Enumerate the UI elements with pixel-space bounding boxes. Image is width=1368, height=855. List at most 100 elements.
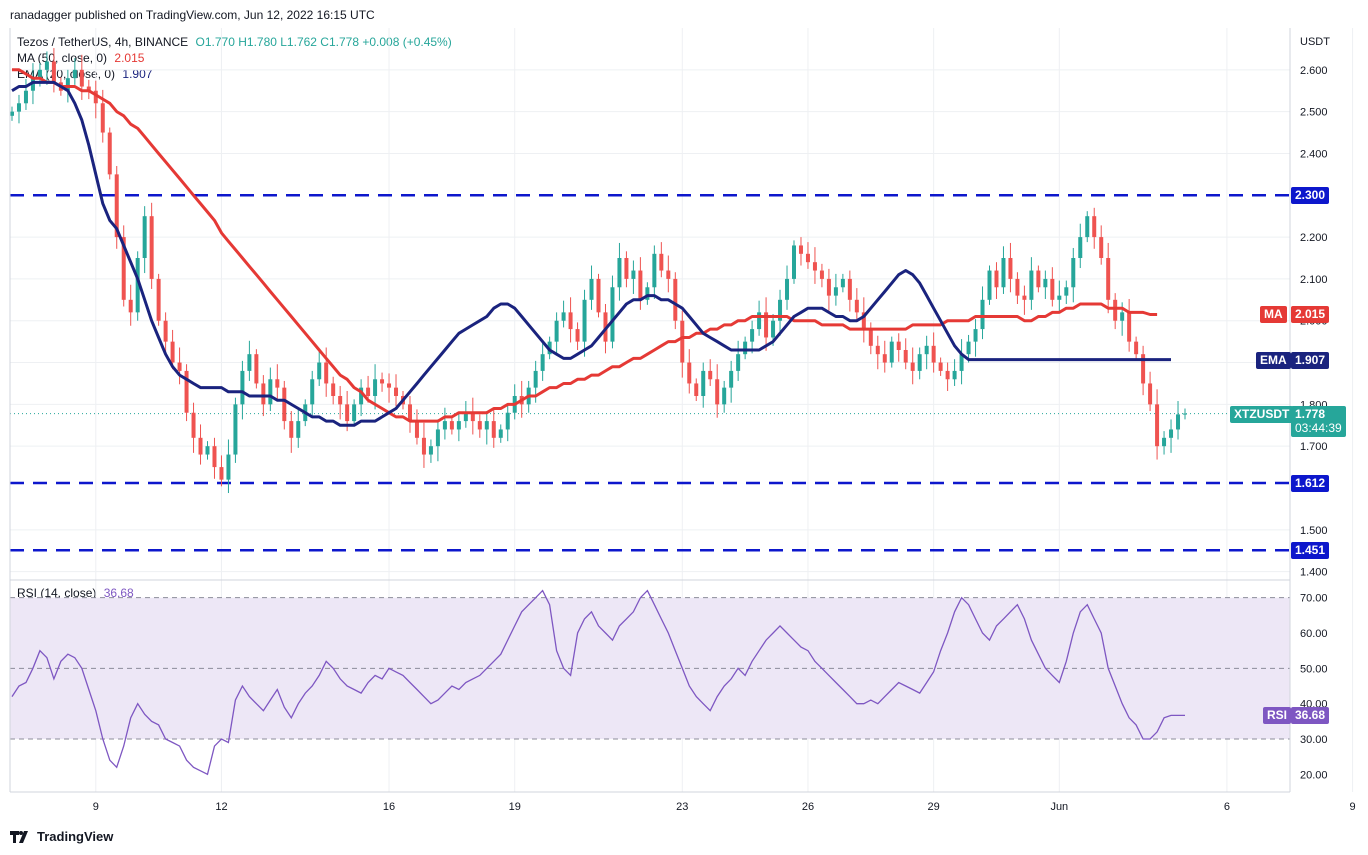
publisher-line: ranadagger published on TradingView.com,… [10,8,375,22]
time-tick-label: 23 [676,801,688,813]
candle-body [296,421,301,438]
legend-ma-row[interactable]: MA (50, close, 0) 2.015 [17,50,452,66]
candle-body [701,370,706,396]
candle-body [854,299,859,313]
price-tick-label: 1.700 [1300,441,1328,453]
candle-body [631,270,636,279]
candle-body [407,404,412,422]
candle-body [694,383,699,396]
candle-body [114,174,119,238]
candle-body [575,329,580,342]
time-tick-label: 12 [215,801,227,813]
candle-body [980,299,985,330]
candle-body [463,412,468,422]
time-tick-label: Jun [1050,801,1068,813]
candle-body [1092,216,1097,238]
candle-body [666,270,671,279]
candle-body [435,429,440,447]
candle-body [107,132,112,175]
tradingview-footer[interactable]: TradingView [10,829,113,844]
candle-body [903,350,908,363]
candle-body [743,341,748,355]
candle-body [889,341,894,363]
moving-averages [11,68,1171,427]
candle-body [1127,312,1132,342]
price-tick-label: 2.100 [1300,274,1328,286]
candle-body [1155,404,1160,447]
time-tick-label: 26 [802,801,814,813]
candle-body [757,312,762,330]
candle-body [491,421,496,438]
candle-body [317,362,322,380]
candle-body [10,111,14,116]
legend-ema-value: 1.907 [122,67,153,81]
ema-name-tag: EMA [1256,351,1291,369]
candle-body [868,329,873,346]
candle-body [540,354,545,371]
candle-body [771,320,776,338]
candle-body [226,454,231,480]
candle-body [812,262,817,271]
candle-body [121,237,126,300]
candle-body [1085,216,1090,238]
candle-body [924,345,929,355]
candle-body [366,387,371,396]
candle-body [254,354,259,384]
candle-body [1022,295,1027,300]
candle-body [247,354,252,371]
candle-body [610,287,615,342]
candle-body [931,345,936,363]
candle-body [156,278,161,321]
legend-ma-value: 2.015 [114,51,145,65]
candle-body [1106,258,1111,300]
candle-body [261,383,266,405]
candle-body [442,421,447,430]
price-tick-label: 1.500 [1300,525,1328,537]
candle-body [30,78,35,91]
legend-ma-label: MA (50, close, 0) [17,51,108,65]
candle-body [1064,287,1069,296]
price-tick-label: 2.400 [1300,148,1328,160]
candle-body [722,387,727,405]
candle-body [875,345,880,355]
candle-body [380,379,385,384]
candle-body [16,103,21,112]
candle-body [952,370,957,380]
candle-body [338,396,343,405]
candle-body [1050,278,1055,300]
candle-body [275,379,280,388]
candle-body [1134,341,1139,355]
candle-body [819,270,824,279]
rsi-legend[interactable]: RSI (14, close) 36.68 [17,586,134,600]
candle-body [1015,278,1020,296]
candle-body [149,216,154,279]
legend-symbol[interactable]: Tezos / TetherUS, 4h, BINANCE [17,35,189,49]
footer-brand: TradingView [37,829,114,844]
candle-body [680,320,685,363]
y-axis-unit: USDT [1300,36,1330,48]
candle-body [1078,237,1083,258]
candle-body [456,421,461,430]
candle-body [1001,258,1006,288]
rsi-tick-label: 50.00 [1300,663,1328,675]
price-tick-label: 2.600 [1300,65,1328,77]
chart-legend: Tezos / TetherUS, 4h, BINANCE O1.770 H1.… [17,34,452,82]
time-tick-label: 29 [928,801,940,813]
candle-body [268,379,273,405]
rsi-tick-label: 70.00 [1300,593,1328,605]
legend-symbol-row[interactable]: Tezos / TetherUS, 4h, BINANCE O1.770 H1.… [17,34,452,50]
candle-body [142,216,147,258]
candle-body [792,245,796,279]
ma-value-tag: 2.015 [1291,306,1330,324]
candle-body [729,370,734,388]
candle-body [715,379,720,405]
candle-body [86,86,91,91]
candle-body [973,329,978,342]
candle-body [938,362,943,371]
candle-body [373,379,378,396]
level-price-tag: 1.451 [1291,542,1330,560]
candle-body [163,320,168,342]
candle-body [708,370,713,380]
candle-body [352,404,357,422]
